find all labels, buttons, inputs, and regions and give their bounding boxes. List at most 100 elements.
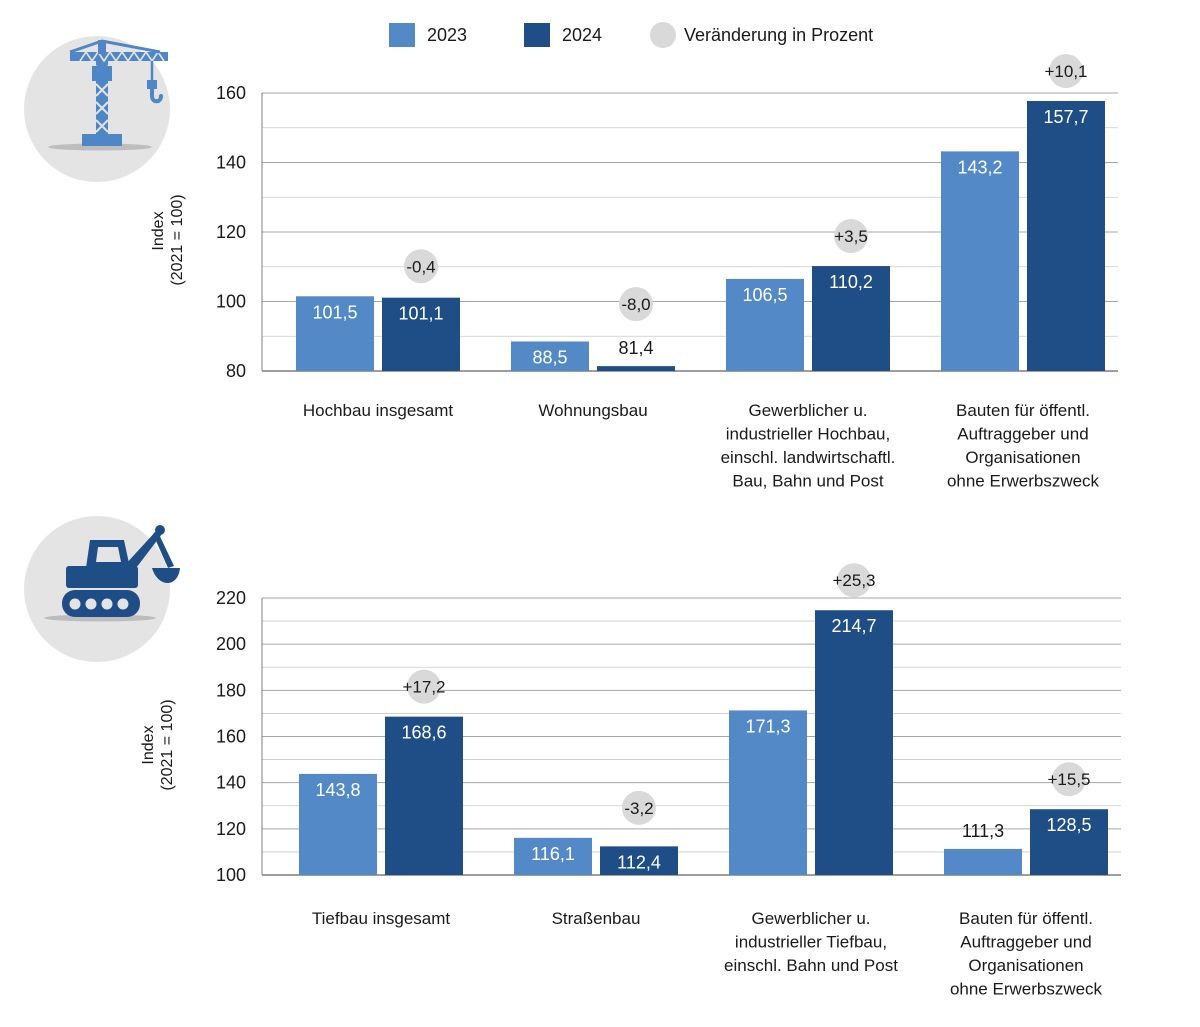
bar-value-label: 128,5 bbox=[1046, 815, 1091, 835]
x-tick-label-line: Bauten für öffentl. bbox=[959, 909, 1093, 928]
x-tick-label-line: Bau, Bahn und Post bbox=[732, 472, 884, 491]
bar-2024 bbox=[597, 366, 675, 371]
change-bubble bbox=[622, 790, 656, 825]
y-tick-label: 180 bbox=[216, 680, 246, 700]
x-tick-label-line: Organisationen bbox=[965, 448, 1080, 467]
bar-value-label: 101,5 bbox=[312, 302, 357, 322]
bar-value-label: 143,2 bbox=[957, 157, 1002, 177]
chart-tiefbau: 100 120 140 160 180 200 220 Index (2021 = 100)… bbox=[140, 563, 1121, 999]
bar-2024 bbox=[1027, 100, 1105, 372]
chart-hochbau: 80 100 120 140 160 Index (2021 = 100) 101,5 1… bbox=[150, 53, 1118, 491]
change-label: -0,4 bbox=[406, 257, 435, 276]
chart2-bars bbox=[299, 610, 1108, 875]
x-tick-label-line: Gewerblicher u. bbox=[748, 401, 867, 420]
x-tick-label: Gewerblicher u. industrieller Hochbau, ein… bbox=[721, 401, 896, 491]
bar-2024 bbox=[600, 846, 678, 875]
x-tick-label-line: Wohnungsbau bbox=[538, 401, 647, 420]
change-label: +15,5 bbox=[1047, 770, 1090, 789]
x-tick-label: Gewerblicher u. industrieller Tiefbau, ein… bbox=[724, 909, 898, 975]
legend-swatch-change bbox=[650, 22, 676, 48]
change-bubble bbox=[834, 219, 868, 254]
change-bubble bbox=[1049, 53, 1083, 88]
legend-swatch-2023 bbox=[389, 23, 415, 47]
x-tick-label-line: einschl. Bahn und Post bbox=[724, 956, 898, 975]
chart1-y-axis-label: Index bbox=[150, 211, 167, 250]
chart2-y-axis-label-unit: (2021 = 100) bbox=[159, 699, 176, 790]
bar-2023 bbox=[296, 296, 374, 371]
y-tick-label: 100 bbox=[216, 865, 246, 885]
bar-value-label: 81,4 bbox=[618, 338, 653, 358]
bar-2023 bbox=[299, 773, 377, 875]
x-tick-label: Bauten für öffentl. Auftraggeber und Organ… bbox=[950, 909, 1103, 999]
legend: 2023 2024 Veränderung in Prozent bbox=[389, 22, 873, 48]
bar-value-label: 101,1 bbox=[398, 304, 443, 324]
x-tick-label: Wohnungsbau bbox=[538, 401, 647, 420]
x-tick-label-line: Gewerblicher u. bbox=[751, 909, 870, 928]
bar-value-label: 214,7 bbox=[831, 616, 876, 636]
change-bubble bbox=[404, 249, 438, 284]
chart2-x-tick-labels: Tiefbau insgesamt Straßenbau Gewerblicher … bbox=[312, 909, 1103, 999]
bar-2024 bbox=[1030, 809, 1108, 875]
change-label: +10,1 bbox=[1044, 62, 1087, 81]
legend-label-change: Veränderung in Prozent bbox=[684, 25, 873, 45]
bar-value-label: 143,8 bbox=[315, 780, 360, 800]
bar-2023 bbox=[514, 837, 592, 875]
change-label: +17,2 bbox=[402, 678, 445, 697]
bar-value-label: 106,5 bbox=[742, 285, 787, 305]
chart1-change-bubbles: -0,4 -8,0 +3,5 +10,1 bbox=[404, 53, 1088, 322]
bar-value-label: 110,2 bbox=[829, 272, 873, 292]
y-tick-label: 120 bbox=[216, 222, 246, 242]
bar-2023 bbox=[729, 710, 807, 875]
crane-icon bbox=[24, 36, 170, 182]
chart1-y-ticks: 80 100 120 140 160 bbox=[216, 83, 246, 381]
bar-2024 bbox=[382, 297, 460, 371]
change-bubble bbox=[1052, 762, 1086, 797]
bar-2024 bbox=[815, 610, 893, 875]
x-tick-label-line: Auftraggeber und bbox=[960, 933, 1091, 952]
x-tick-label: Hochbau insgesamt bbox=[303, 401, 454, 420]
bar-value-label: 157,7 bbox=[1043, 107, 1088, 127]
chart2-change-bubbles: +17,2 -3,2 +25,3 +15,5 bbox=[402, 563, 1091, 825]
x-tick-label-line: einschl. landwirtschaftl. bbox=[721, 448, 896, 467]
change-label: -8,0 bbox=[621, 295, 650, 314]
change-label: +25,3 bbox=[832, 571, 875, 590]
chart2-bar-labels: 143,8 168,6 116,1 112,4 171,3 214,7 111,3 128,5 bbox=[315, 616, 1091, 872]
x-tick-label-line: Auftraggeber und bbox=[957, 425, 1088, 444]
legend-label-2024: 2024 bbox=[562, 25, 602, 45]
x-tick-label-line: Hochbau insgesamt bbox=[303, 401, 454, 420]
bar-value-label: 112,4 bbox=[617, 852, 661, 872]
y-tick-label: 120 bbox=[216, 819, 246, 839]
y-tick-label: 200 bbox=[216, 634, 246, 654]
x-tick-label-line: ohne Erwerbszweck bbox=[950, 980, 1103, 999]
x-tick-label-line: Organisationen bbox=[968, 956, 1083, 975]
bar-2024 bbox=[385, 716, 463, 875]
chart2-y-axis-label: Index bbox=[140, 725, 157, 764]
y-tick-label: 220 bbox=[216, 588, 246, 608]
bar-2023 bbox=[726, 278, 804, 371]
x-tick-label-line: industrieller Hochbau, bbox=[726, 425, 890, 444]
bar-2023 bbox=[941, 151, 1019, 371]
y-tick-label: 140 bbox=[216, 153, 246, 173]
x-tick-label: Straßenbau bbox=[552, 909, 641, 928]
x-tick-label-line: Straßenbau bbox=[552, 909, 641, 928]
change-label: -3,2 bbox=[624, 799, 653, 818]
x-tick-label-line: Bauten für öffentl. bbox=[956, 401, 1090, 420]
y-tick-label: 80 bbox=[226, 361, 246, 381]
x-tick-label-line: ohne Erwerbszweck bbox=[947, 472, 1100, 491]
bar-2023 bbox=[511, 341, 589, 371]
x-tick-label-line: Tiefbau insgesamt bbox=[312, 909, 451, 928]
excavator-icon bbox=[24, 516, 180, 662]
bar-value-label: 111,3 bbox=[962, 821, 1004, 841]
chart1-bar-labels: 101,5 101,1 88,5 81,4 106,5 110,2 143,2 157,7 bbox=[312, 107, 1088, 367]
bar-value-label: 171,3 bbox=[745, 716, 790, 736]
y-tick-label: 160 bbox=[216, 83, 246, 103]
chart2-y-ticks: 100 120 140 160 180 200 220 bbox=[216, 588, 246, 885]
change-bubble bbox=[407, 669, 441, 704]
y-tick-label: 100 bbox=[216, 292, 246, 312]
y-tick-label: 140 bbox=[216, 773, 246, 793]
x-tick-label: Tiefbau insgesamt bbox=[312, 909, 451, 928]
chart1-y-axis-label-unit: (2021 = 100) bbox=[169, 194, 186, 285]
bar-value-label: 116,1 bbox=[531, 844, 575, 864]
